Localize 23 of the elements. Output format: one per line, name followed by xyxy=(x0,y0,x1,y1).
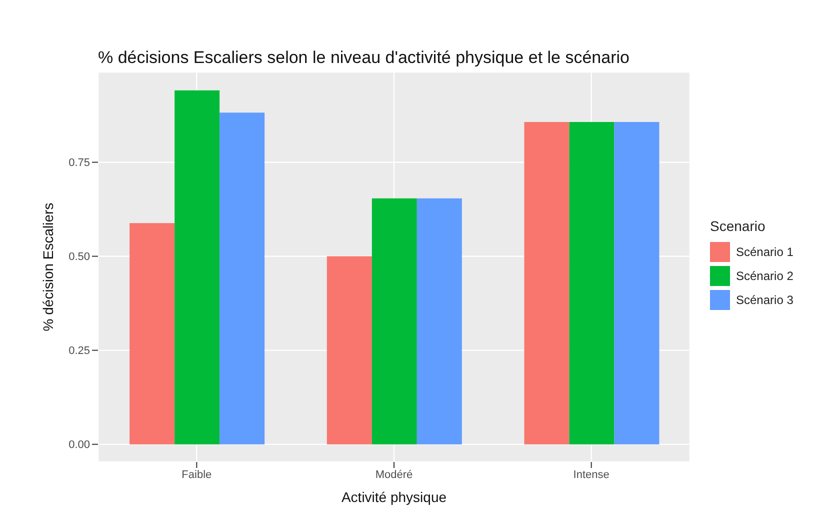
bar xyxy=(416,198,462,444)
bar xyxy=(524,122,570,444)
bar xyxy=(372,198,417,444)
x-tick-label: Intense xyxy=(573,468,610,481)
legend-label: Scénario 1 xyxy=(735,244,794,261)
x-tick-label: Faible xyxy=(182,468,212,481)
x-tick-label: Modéré xyxy=(375,468,413,481)
legend-label: Scénario 3 xyxy=(735,292,794,309)
bar xyxy=(569,122,614,444)
x-axis-title: Activité physique xyxy=(341,489,447,505)
bar xyxy=(614,122,660,444)
legend-label: Scénario 2 xyxy=(735,268,794,285)
y-tick-label: 0.00 xyxy=(68,439,90,452)
bar xyxy=(130,223,175,444)
legend-title: Scenario xyxy=(710,218,766,234)
bar xyxy=(326,256,372,444)
y-tick-label: 0.25 xyxy=(68,345,90,358)
chart-title: % décisions Escaliers selon le niveau d'activité physique et le scénario xyxy=(98,48,630,68)
bar xyxy=(220,112,265,444)
y-tick-label: 0.50 xyxy=(68,251,90,264)
y-axis-title: % décision Escaliers xyxy=(40,202,56,332)
bar xyxy=(174,90,220,444)
y-tick-label: 0.75 xyxy=(68,157,90,170)
